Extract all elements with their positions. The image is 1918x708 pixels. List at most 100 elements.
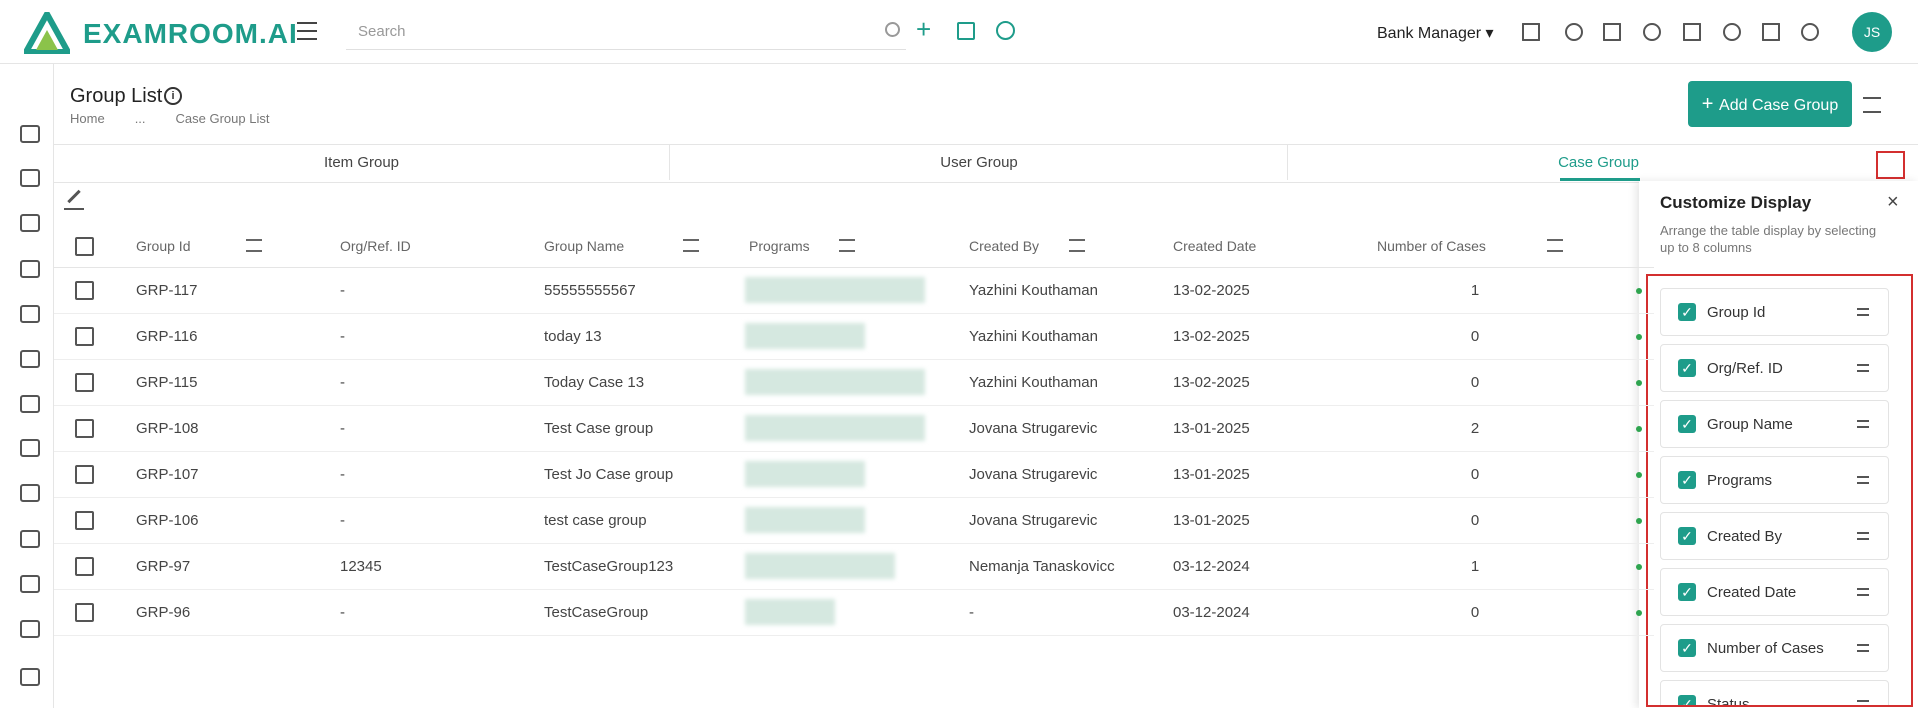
info-icon[interactable]: i	[164, 87, 182, 105]
option-checkbox[interactable]: ✓	[1678, 639, 1696, 657]
toolbar-icon[interactable]	[1723, 23, 1741, 41]
checkbox[interactable]	[75, 419, 94, 438]
column-option[interactable]: ✓ Created By	[1660, 512, 1889, 560]
sidebar-icon[interactable]	[20, 575, 40, 593]
breadcrumb-item[interactable]: Case Group List	[175, 111, 270, 126]
add-icon[interactable]: +	[916, 14, 932, 44]
column-settings-button[interactable]	[1876, 151, 1905, 179]
checkbox[interactable]	[75, 237, 94, 256]
checkbox[interactable]	[75, 511, 94, 530]
save-icon[interactable]	[957, 22, 975, 40]
sidebar-icon[interactable]	[20, 305, 40, 323]
program-blurred	[745, 415, 925, 441]
column-option[interactable]: ✓ Org/Ref. ID	[1660, 344, 1889, 392]
sidebar-icon[interactable]	[20, 668, 40, 686]
sidebar-icon[interactable]	[20, 530, 40, 548]
filter-icon[interactable]	[1547, 239, 1563, 252]
option-checkbox[interactable]: ✓	[1678, 415, 1696, 433]
option-checkbox[interactable]: ✓	[1678, 471, 1696, 489]
list-view-button[interactable]	[1863, 97, 1881, 113]
sidebar-icon[interactable]	[20, 350, 40, 368]
table-cell: 1	[1470, 282, 1480, 299]
column-option[interactable]: ✓ Number of Cases	[1660, 624, 1889, 672]
table-row	[54, 268, 1654, 314]
column-option[interactable]: ✓ Group Id	[1660, 288, 1889, 336]
drag-handle[interactable]	[1857, 588, 1869, 596]
tab[interactable]: Item Group	[323, 154, 400, 171]
checkbox[interactable]	[75, 465, 94, 484]
drag-handle[interactable]	[1857, 532, 1869, 540]
table-cell: -	[340, 466, 345, 483]
sidebar-icon[interactable]	[20, 260, 40, 278]
toolbar-icon[interactable]	[1801, 23, 1819, 41]
breadcrumb-item[interactable]: Home	[70, 111, 105, 126]
close-button[interactable]: ×	[1887, 191, 1899, 213]
menu-button[interactable]	[297, 22, 317, 40]
edit-icon[interactable]	[67, 189, 81, 204]
sidebar-icon[interactable]	[20, 214, 40, 232]
filter-icon[interactable]	[683, 239, 699, 252]
option-checkbox[interactable]: ✓	[1678, 527, 1696, 545]
sidebar-icon[interactable]	[20, 620, 40, 638]
add-case-group-button[interactable]: + Add Case Group	[1688, 81, 1852, 127]
table-cell: Test Jo Case group	[544, 466, 674, 483]
tab[interactable]: User Group	[669, 145, 1288, 180]
table-cell: GRP-107	[136, 466, 199, 483]
toolbar-icon[interactable]	[1683, 23, 1701, 41]
search-icon[interactable]	[885, 22, 900, 37]
drag-handle[interactable]	[1857, 700, 1869, 705]
table-row	[54, 360, 1654, 406]
table-cell: Jovana Strugarevic	[969, 420, 1098, 437]
table-cell: GRP-96	[136, 604, 191, 621]
column-header: Number of Cases	[1377, 238, 1486, 254]
sidebar-icon[interactable]	[20, 169, 40, 187]
checkbox[interactable]	[75, 373, 94, 392]
drag-handle[interactable]	[1857, 420, 1869, 428]
column-option[interactable]: ✓ Status	[1660, 680, 1889, 705]
sidebar-icon[interactable]	[20, 484, 40, 502]
drag-handle[interactable]	[1857, 644, 1869, 652]
filter-icon[interactable]	[839, 239, 855, 252]
toolbar-icon[interactable]	[1762, 23, 1780, 41]
option-checkbox[interactable]: ✓	[1678, 303, 1696, 321]
table-cell: GRP-108	[136, 420, 199, 437]
column-option[interactable]: ✓ Group Name	[1660, 400, 1889, 448]
checkbox[interactable]	[75, 557, 94, 576]
table-cell: 03-12-2024	[1173, 604, 1250, 621]
option-checkbox[interactable]: ✓	[1678, 695, 1696, 705]
role-selector[interactable]: Bank Manager ▾	[1377, 25, 1494, 42]
option-checkbox[interactable]: ✓	[1678, 359, 1696, 377]
option-checkbox[interactable]: ✓	[1678, 583, 1696, 601]
sidebar-icon[interactable]	[20, 439, 40, 457]
logo-mark	[24, 12, 70, 54]
toolbar-icon[interactable]	[1565, 23, 1583, 41]
drag-handle[interactable]	[1857, 476, 1869, 484]
checkbox[interactable]	[75, 281, 94, 300]
sidebar-icon[interactable]	[20, 125, 40, 143]
toolbar-icon[interactable]	[1603, 23, 1621, 41]
column-option[interactable]: ✓ Created Date	[1660, 568, 1889, 616]
tab[interactable]: Case Group	[1287, 145, 1909, 180]
program-blurred	[745, 599, 835, 625]
column-option[interactable]: ✓ Programs	[1660, 456, 1889, 504]
drag-handle[interactable]	[1857, 364, 1869, 372]
table-cell: 13-01-2025	[1173, 512, 1250, 529]
filter-icon[interactable]	[246, 239, 262, 252]
program-blurred	[745, 553, 895, 579]
checkbox[interactable]	[75, 603, 94, 622]
avatar[interactable]: JS	[1852, 12, 1892, 52]
checkbox[interactable]	[75, 327, 94, 346]
drag-handle[interactable]	[1857, 308, 1869, 316]
column-header: Group Id	[136, 238, 191, 254]
breadcrumb-item[interactable]: ...	[134, 111, 146, 126]
search-box[interactable]	[346, 15, 906, 50]
filter-icon[interactable]	[1069, 239, 1085, 252]
sidebar-icon[interactable]	[20, 395, 40, 413]
toolbar-icon[interactable]	[1643, 23, 1661, 41]
history-icon[interactable]	[996, 21, 1015, 40]
toolbar-icon[interactable]	[1522, 23, 1540, 41]
table-cell: 13-01-2025	[1173, 466, 1250, 483]
table-row	[54, 314, 1654, 360]
program-blurred	[745, 461, 865, 487]
program-blurred	[745, 369, 925, 395]
